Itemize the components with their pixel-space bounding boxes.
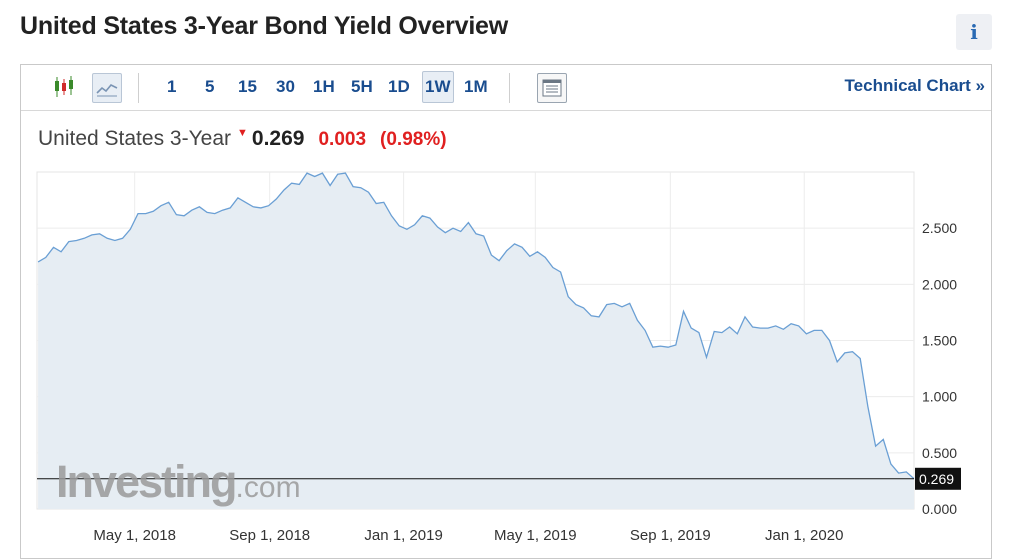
y-tick-label: 0.000	[922, 501, 957, 517]
toolbar-separator	[509, 73, 510, 103]
table-icon[interactable]	[537, 73, 567, 103]
series-line	[37, 172, 915, 480]
timeframe-5[interactable]: 5	[205, 77, 215, 96]
timeframe-1h[interactable]: 1H	[313, 77, 335, 96]
x-tick-label: Sep 1, 2019	[630, 527, 711, 544]
timeframe-1w[interactable]: 1W	[422, 71, 454, 103]
timeframe-1d[interactable]: 1D	[388, 77, 410, 96]
timeframe-1[interactable]: 1	[167, 77, 177, 96]
timeframe-5h[interactable]: 5H	[351, 77, 373, 96]
instrument-name: United States 3-Year	[38, 127, 232, 150]
down-arrow-icon: ▼	[237, 127, 248, 139]
page-title: United States 3-Year Bond Yield Overview	[20, 12, 509, 40]
investing-watermark: Investing.com	[56, 456, 301, 507]
timeframe-30[interactable]: 30	[276, 77, 295, 96]
last-price: 0.269	[251, 127, 305, 150]
chart-panel: 1 5 15 30 1H 5H 1D 1W 1M Technical Chart…	[20, 64, 992, 559]
x-tick-label: May 1, 2018	[93, 527, 176, 544]
y-tick-label: 1.000	[922, 389, 957, 405]
info-icon[interactable]: i	[956, 14, 992, 50]
x-tick-label: Jan 1, 2020	[765, 527, 843, 544]
candlestick-icon[interactable]	[49, 73, 79, 103]
y-tick-label: 2.500	[922, 220, 957, 236]
price-change-percent: (0.98%)	[380, 129, 447, 150]
y-tick-label: 2.000	[922, 276, 957, 292]
timeframe-15[interactable]: 15	[238, 77, 257, 96]
y-tick-label: 1.500	[922, 333, 957, 349]
toolbar-separator	[138, 73, 139, 103]
series-area	[38, 173, 915, 509]
yield-chart[interactable]: 0.000 0.500 1.000 1.500 2.000 2.500 0.269 May 1…	[21, 129, 991, 559]
chart-toolbar: 1 5 15 30 1H 5H 1D 1W 1M Technical Chart…	[21, 65, 991, 111]
line-chart-icon[interactable]	[92, 73, 122, 103]
quote-header: United States 3-Year ▼ 0.269 0.003 (0.98%)	[38, 127, 447, 151]
technical-chart-link[interactable]: Technical Chart »	[844, 76, 985, 95]
x-tick-label: May 1, 2019	[494, 527, 577, 544]
last-value-badge	[915, 467, 961, 490]
x-tick-label: Sep 1, 2018	[229, 527, 310, 544]
price-change: 0.003	[318, 129, 367, 150]
last-value-label: 0.269	[919, 471, 954, 487]
timeframe-1m[interactable]: 1M	[464, 77, 488, 96]
y-tick-label: 0.500	[922, 445, 957, 461]
x-tick-label: Jan 1, 2019	[364, 527, 442, 544]
